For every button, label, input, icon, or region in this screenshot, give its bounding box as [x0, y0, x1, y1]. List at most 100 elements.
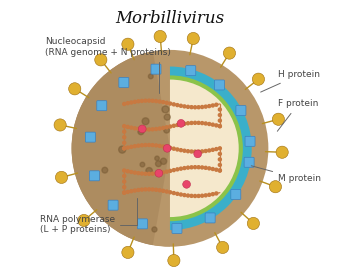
Circle shape [150, 127, 155, 132]
Circle shape [204, 193, 208, 198]
Circle shape [145, 180, 150, 185]
Circle shape [175, 167, 180, 172]
Circle shape [122, 146, 126, 151]
Circle shape [55, 171, 68, 183]
Circle shape [172, 191, 176, 195]
Circle shape [129, 189, 133, 193]
Circle shape [167, 209, 173, 214]
Circle shape [207, 193, 211, 197]
Circle shape [217, 241, 229, 254]
Circle shape [179, 148, 183, 152]
Circle shape [187, 158, 193, 164]
Circle shape [69, 83, 81, 95]
Circle shape [207, 104, 211, 108]
Circle shape [218, 163, 222, 167]
Circle shape [186, 193, 190, 198]
Circle shape [207, 148, 211, 153]
Circle shape [211, 122, 215, 127]
Circle shape [140, 99, 144, 103]
Circle shape [129, 144, 133, 149]
Circle shape [122, 146, 126, 151]
Circle shape [193, 194, 197, 198]
Circle shape [172, 123, 176, 128]
Wedge shape [72, 52, 170, 245]
Circle shape [179, 122, 183, 127]
Circle shape [140, 171, 144, 176]
Circle shape [181, 152, 187, 158]
FancyBboxPatch shape [231, 190, 241, 199]
Circle shape [168, 255, 180, 267]
Circle shape [143, 143, 148, 147]
Wedge shape [72, 52, 170, 245]
Circle shape [126, 169, 130, 174]
Circle shape [122, 190, 126, 195]
Circle shape [200, 193, 204, 198]
Circle shape [148, 74, 153, 79]
Circle shape [218, 118, 222, 123]
Circle shape [214, 167, 219, 172]
FancyBboxPatch shape [97, 101, 107, 111]
Circle shape [276, 146, 288, 158]
Circle shape [154, 30, 166, 43]
FancyBboxPatch shape [90, 171, 99, 181]
Circle shape [207, 166, 211, 171]
Circle shape [175, 192, 180, 196]
FancyBboxPatch shape [138, 219, 147, 229]
FancyBboxPatch shape [108, 200, 118, 210]
Circle shape [181, 98, 186, 103]
Circle shape [165, 101, 169, 105]
Circle shape [175, 103, 180, 107]
Circle shape [193, 165, 197, 169]
Circle shape [143, 172, 148, 176]
Circle shape [193, 105, 197, 109]
Circle shape [218, 157, 222, 162]
Circle shape [158, 188, 165, 195]
Circle shape [218, 124, 222, 128]
Circle shape [122, 185, 126, 189]
Circle shape [147, 187, 151, 192]
Circle shape [182, 122, 187, 126]
Circle shape [175, 147, 180, 152]
Circle shape [182, 104, 187, 109]
Circle shape [179, 166, 183, 171]
Circle shape [218, 168, 222, 173]
Circle shape [126, 145, 130, 150]
Circle shape [140, 143, 144, 148]
Circle shape [143, 187, 148, 192]
Circle shape [193, 121, 197, 125]
Wedge shape [72, 50, 170, 246]
Circle shape [152, 227, 157, 232]
Circle shape [153, 230, 158, 235]
Circle shape [164, 127, 170, 133]
Circle shape [252, 73, 265, 85]
Circle shape [175, 123, 180, 127]
Circle shape [122, 190, 126, 195]
Circle shape [122, 102, 126, 106]
Circle shape [136, 99, 141, 104]
Circle shape [150, 143, 155, 147]
Circle shape [122, 246, 134, 258]
Circle shape [214, 102, 219, 107]
Circle shape [122, 141, 126, 145]
Circle shape [155, 156, 159, 160]
Circle shape [164, 114, 170, 120]
Circle shape [204, 165, 208, 170]
Circle shape [154, 143, 158, 148]
Circle shape [172, 102, 176, 107]
FancyBboxPatch shape [245, 136, 255, 146]
Circle shape [122, 168, 126, 173]
Circle shape [189, 149, 194, 154]
Circle shape [129, 100, 133, 105]
Circle shape [133, 126, 137, 130]
Circle shape [218, 152, 222, 156]
Circle shape [163, 144, 171, 152]
Circle shape [214, 147, 219, 151]
Circle shape [150, 187, 155, 192]
Circle shape [147, 93, 151, 97]
Circle shape [177, 120, 185, 127]
Circle shape [147, 99, 151, 103]
Circle shape [161, 100, 165, 104]
Circle shape [88, 67, 252, 230]
Circle shape [148, 146, 153, 151]
Circle shape [136, 188, 141, 192]
